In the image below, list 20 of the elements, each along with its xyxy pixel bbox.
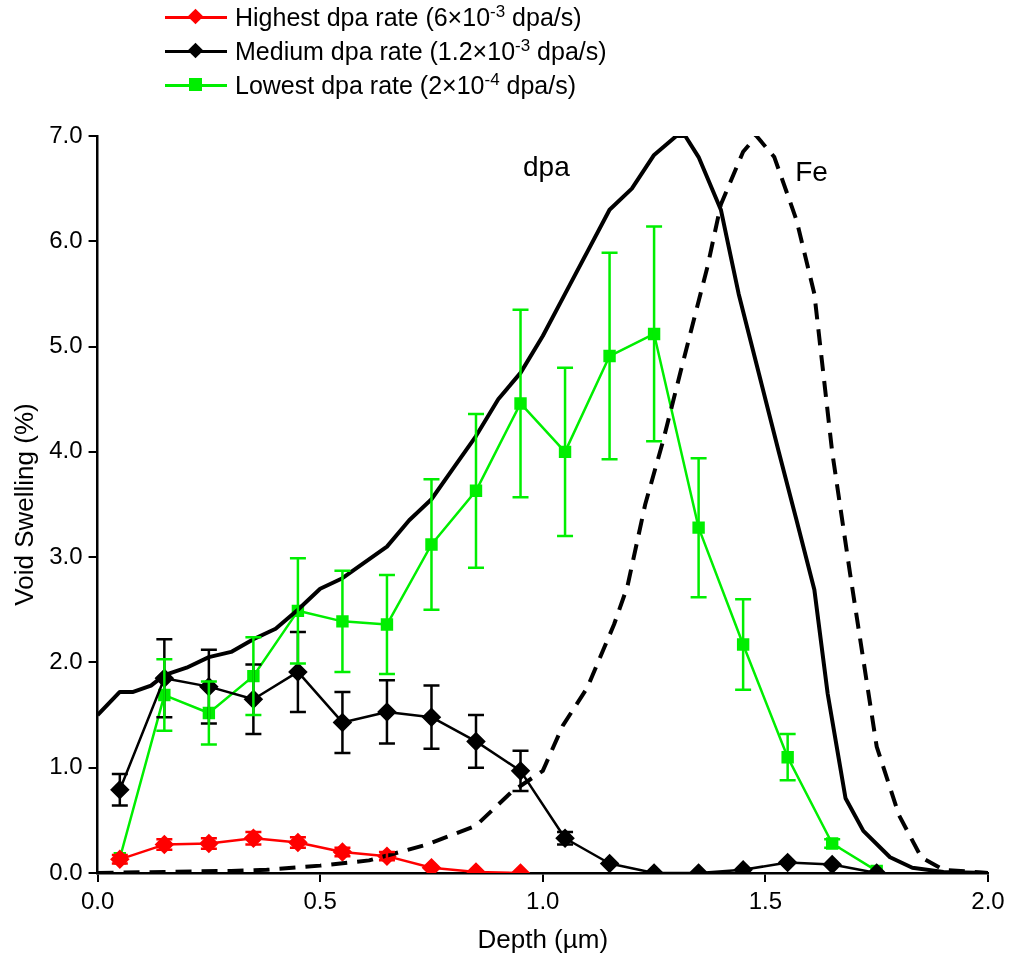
y-axis-title: Void Swelling (%)	[8, 403, 39, 606]
y-tick-label: 2.0	[49, 647, 83, 675]
y-tick-label: 4.0	[49, 436, 83, 464]
x-tick-label: 2.0	[971, 887, 1005, 915]
legend-label: Lowest dpa rate (2×10$^{-4}$ dpa/s)	[235, 69, 577, 101]
y-tick-label: 3.0	[49, 541, 83, 569]
y-tick-label: 1.0	[49, 752, 83, 780]
y-tick-label: 6.0	[49, 225, 83, 253]
x-tick-label: 0.0	[80, 887, 115, 915]
legend-label: Medium dpa rate (1.2×10$^{-3}$ dpa/s)	[235, 35, 607, 67]
x-axis-title: Depth (µm)	[477, 923, 609, 954]
annotation: Fe	[795, 155, 828, 187]
x-tick-label: 1.0	[526, 887, 560, 915]
legend-label: Highest dpa rate (6×10$^{-3}$ dpa/s)	[235, 1, 582, 33]
y-tick-label: 5.0	[49, 331, 83, 359]
y-tick-label: 0.0	[49, 857, 83, 885]
annotation: dpa	[522, 150, 571, 182]
x-tick-label: 1.5	[748, 887, 783, 915]
x-tick-label: 0.5	[303, 887, 337, 915]
y-tick-label: 7.0	[49, 120, 83, 148]
